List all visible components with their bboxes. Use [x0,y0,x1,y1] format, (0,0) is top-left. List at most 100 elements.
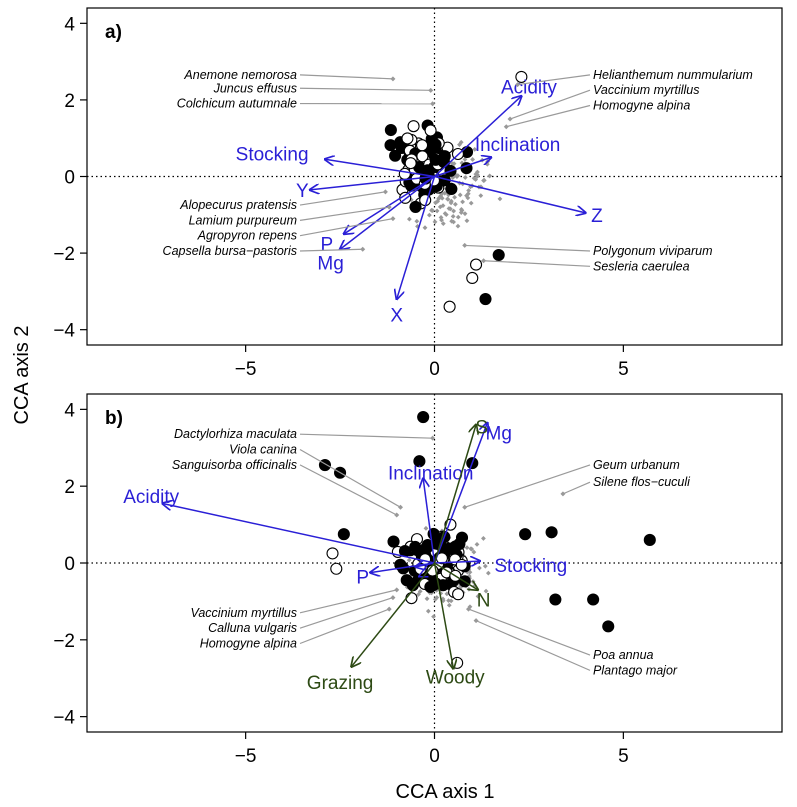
species-label: Calluna vulgaris [208,621,297,635]
species-point [472,146,478,152]
species-label: Dactylorhiza maculata [174,427,297,441]
site-point [602,620,615,633]
species-label-marker [430,101,436,107]
x-tick-label: −5 [235,359,257,380]
species-point [497,196,503,202]
species-label-line [562,481,591,495]
species-label-marker [430,435,436,441]
species-point [470,579,476,584]
y-axis-label: CCA axis 2 [11,326,33,425]
vector-arrow-x [397,176,436,300]
species-point [469,546,475,552]
vector-arrow-z [434,175,586,213]
species-label-line [299,589,397,614]
y-tick-label: −4 [53,321,75,342]
species-point [459,160,465,166]
species-point [467,604,473,610]
species-label: Homogyne alpina [593,98,690,112]
y-tick-label: 2 [64,91,75,112]
site-point [466,271,479,285]
vector-label-inclination: Inclination [475,135,561,156]
vector-arrow-z [416,563,435,567]
species-point [446,602,452,608]
site-point [424,580,437,594]
species-label-marker [507,116,513,122]
species-point [481,178,486,183]
species-label: Vaccinium myrtillus [190,606,297,620]
site-point [519,528,532,541]
species-point [429,207,434,213]
site-point [409,540,422,554]
species-label: Silene flos−cuculi [593,475,691,489]
y-tick-label: −2 [53,244,75,265]
panel-label: a) [105,22,122,43]
vector-arrow-y [310,175,435,190]
species-label-line [483,260,591,267]
site-point [469,258,483,271]
site-point [549,593,562,606]
y-tick-label: −2 [53,631,75,652]
species-point [424,596,430,602]
species-point [450,213,456,219]
species-label-line [464,244,591,252]
species-label-line [299,248,363,252]
site-point [413,455,426,468]
species-point [478,193,484,199]
species-point [457,142,462,148]
y-tick-label: 2 [64,477,75,498]
species-label: Lamium purpureum [189,213,297,227]
vector-label-mg: Mg [317,254,343,275]
vector-arrow-acidity [163,503,435,564]
y-tick-label: 4 [64,400,75,421]
species-label-line [299,74,393,80]
vector-arrow-woody [433,562,454,669]
species-label: Plantago major [593,663,678,677]
species-label-marker [386,204,392,210]
species-point [451,208,457,214]
species-label-marker [515,82,521,88]
species-point [457,192,463,198]
site-point [401,132,414,145]
x-tick-label: −5 [235,746,257,767]
species-label-marker [394,512,400,518]
species-label-line [475,620,591,671]
species-label: Juncus effusus [213,81,297,95]
site-point [405,592,418,605]
species-point [471,175,477,181]
x-tick-label: 0 [429,746,440,767]
species-label: Sanguisorba officinalis [172,458,297,472]
species-point [462,156,468,162]
vector-arrow-s [433,425,477,564]
species-point [470,157,476,162]
species-label-marker [386,606,392,612]
species-point [448,200,454,206]
species-label-line [517,74,591,86]
species-label-line [299,608,390,645]
site-point [389,149,402,162]
species-label-line [299,218,394,237]
species-label-line [299,464,398,516]
species-point [477,565,482,571]
species-point [465,195,471,201]
site-point [407,120,420,133]
species-label: Poa annua [593,648,654,662]
vector-label-z: Z [591,206,603,227]
species-point [471,549,477,555]
species-point [464,218,470,224]
vector-label-inclination: Inclination [388,464,474,485]
vector-arrow-stocking [325,159,435,178]
species-label-line [299,191,386,206]
site-point [421,538,434,552]
species-point [473,177,479,182]
species-label-line [468,608,591,656]
species-point [474,542,480,547]
vector-arrow-mg [340,175,435,250]
vector-label-s: S [475,418,488,439]
species-point [448,598,454,604]
site-point [409,200,422,213]
species-label-line [299,206,390,221]
species-label: Alopecurus pratensis [179,198,297,212]
species-point [406,557,412,563]
site-point [643,533,656,547]
